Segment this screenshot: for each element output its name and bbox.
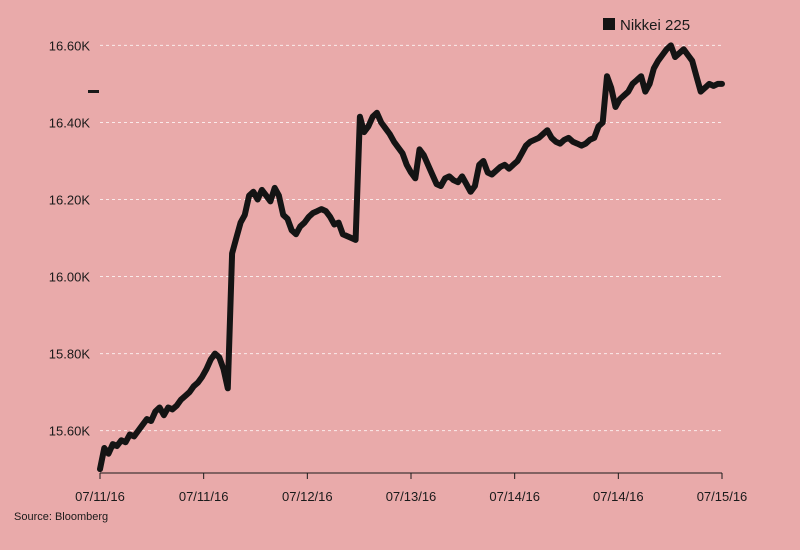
x-tick-label: 07/14/16	[489, 489, 540, 504]
y-axis-marker	[88, 90, 99, 93]
series-line-nikkei-225	[97, 42, 725, 473]
x-axis-labels: 07/11/16 07/11/16 07/12/16 07/13/16 07/14/16…	[75, 489, 747, 504]
x-tick-label: 07/11/16	[75, 489, 125, 504]
y-tick-label: 16.40K	[49, 115, 91, 130]
grid	[100, 44, 722, 432]
x-tick-label: 07/14/16	[593, 489, 644, 504]
legend-swatch	[603, 18, 615, 30]
y-tick-label: 16.00K	[49, 270, 91, 285]
y-tick-label: 16.60K	[49, 38, 91, 53]
source-note: Source: Bloomberg	[14, 511, 109, 523]
y-tick-label: 15.80K	[49, 347, 91, 362]
x-tick-label: 07/15/16	[697, 489, 748, 504]
y-axis-labels: 15.60K 15.80K 16.00K 16.20K 16.40K 16.60K	[49, 38, 91, 438]
x-tick-label: 07/11/16	[179, 489, 229, 504]
y-tick-label: 16.20K	[49, 192, 91, 207]
legend-label: Nikkei 225	[620, 17, 690, 34]
x-tick-label: 07/13/16	[386, 489, 437, 504]
y-tick-label: 15.60K	[49, 424, 91, 439]
x-tick-label: 07/12/16	[282, 489, 333, 504]
x-axis-ticks	[99, 473, 723, 479]
legend: Nikkei 225	[603, 17, 690, 34]
